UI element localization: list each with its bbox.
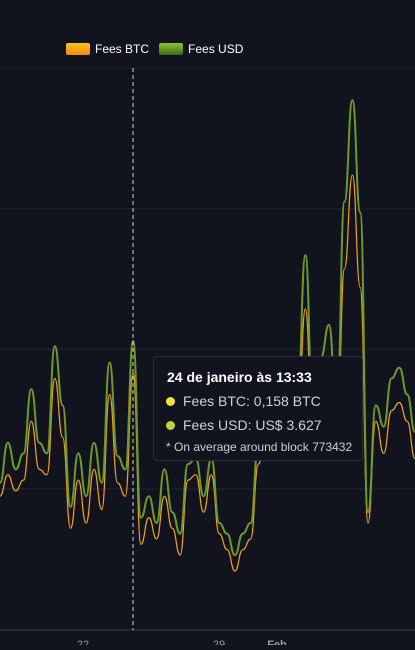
legend-swatch-usd	[159, 43, 184, 55]
tooltip-dot-usd	[166, 420, 175, 430]
legend-label-usd: Fees USD	[188, 42, 244, 56]
legend-swatch-btc	[66, 43, 90, 55]
legend-item-fees-btc[interactable]: Fees BTC	[66, 42, 149, 56]
legend-item-fees-usd[interactable]: Fees USD	[159, 42, 243, 56]
tooltip-usd-value: Fees USD: US$ 3.627	[183, 417, 322, 433]
tooltip-btc-value: Fees BTC: 0,158 BTC	[183, 393, 321, 409]
series-line-fees-btc	[0, 174, 415, 572]
tooltip-row-usd: Fees USD: US$ 3.627	[166, 417, 362, 433]
tooltip-row-btc: Fees BTC: 0,158 BTC	[166, 393, 362, 409]
x-tick-label-feb: Feb	[267, 639, 287, 645]
tooltip-note: * On average around block 773432	[166, 440, 353, 454]
x-tick-label-22: 22	[77, 639, 89, 645]
chart-legend: Fees BTC Fees USD	[66, 42, 243, 56]
series-line-fees-usd	[0, 99, 415, 557]
tooltip-title: 24 de janeiro às 13:33	[167, 369, 312, 385]
chart-tooltip: 24 de janeiro às 13:33 Fees BTC: 0,158 B…	[153, 356, 363, 461]
x-tick-label-29: 29	[213, 639, 225, 645]
legend-label-btc: Fees BTC	[95, 42, 150, 56]
tooltip-dot-btc	[166, 396, 175, 406]
